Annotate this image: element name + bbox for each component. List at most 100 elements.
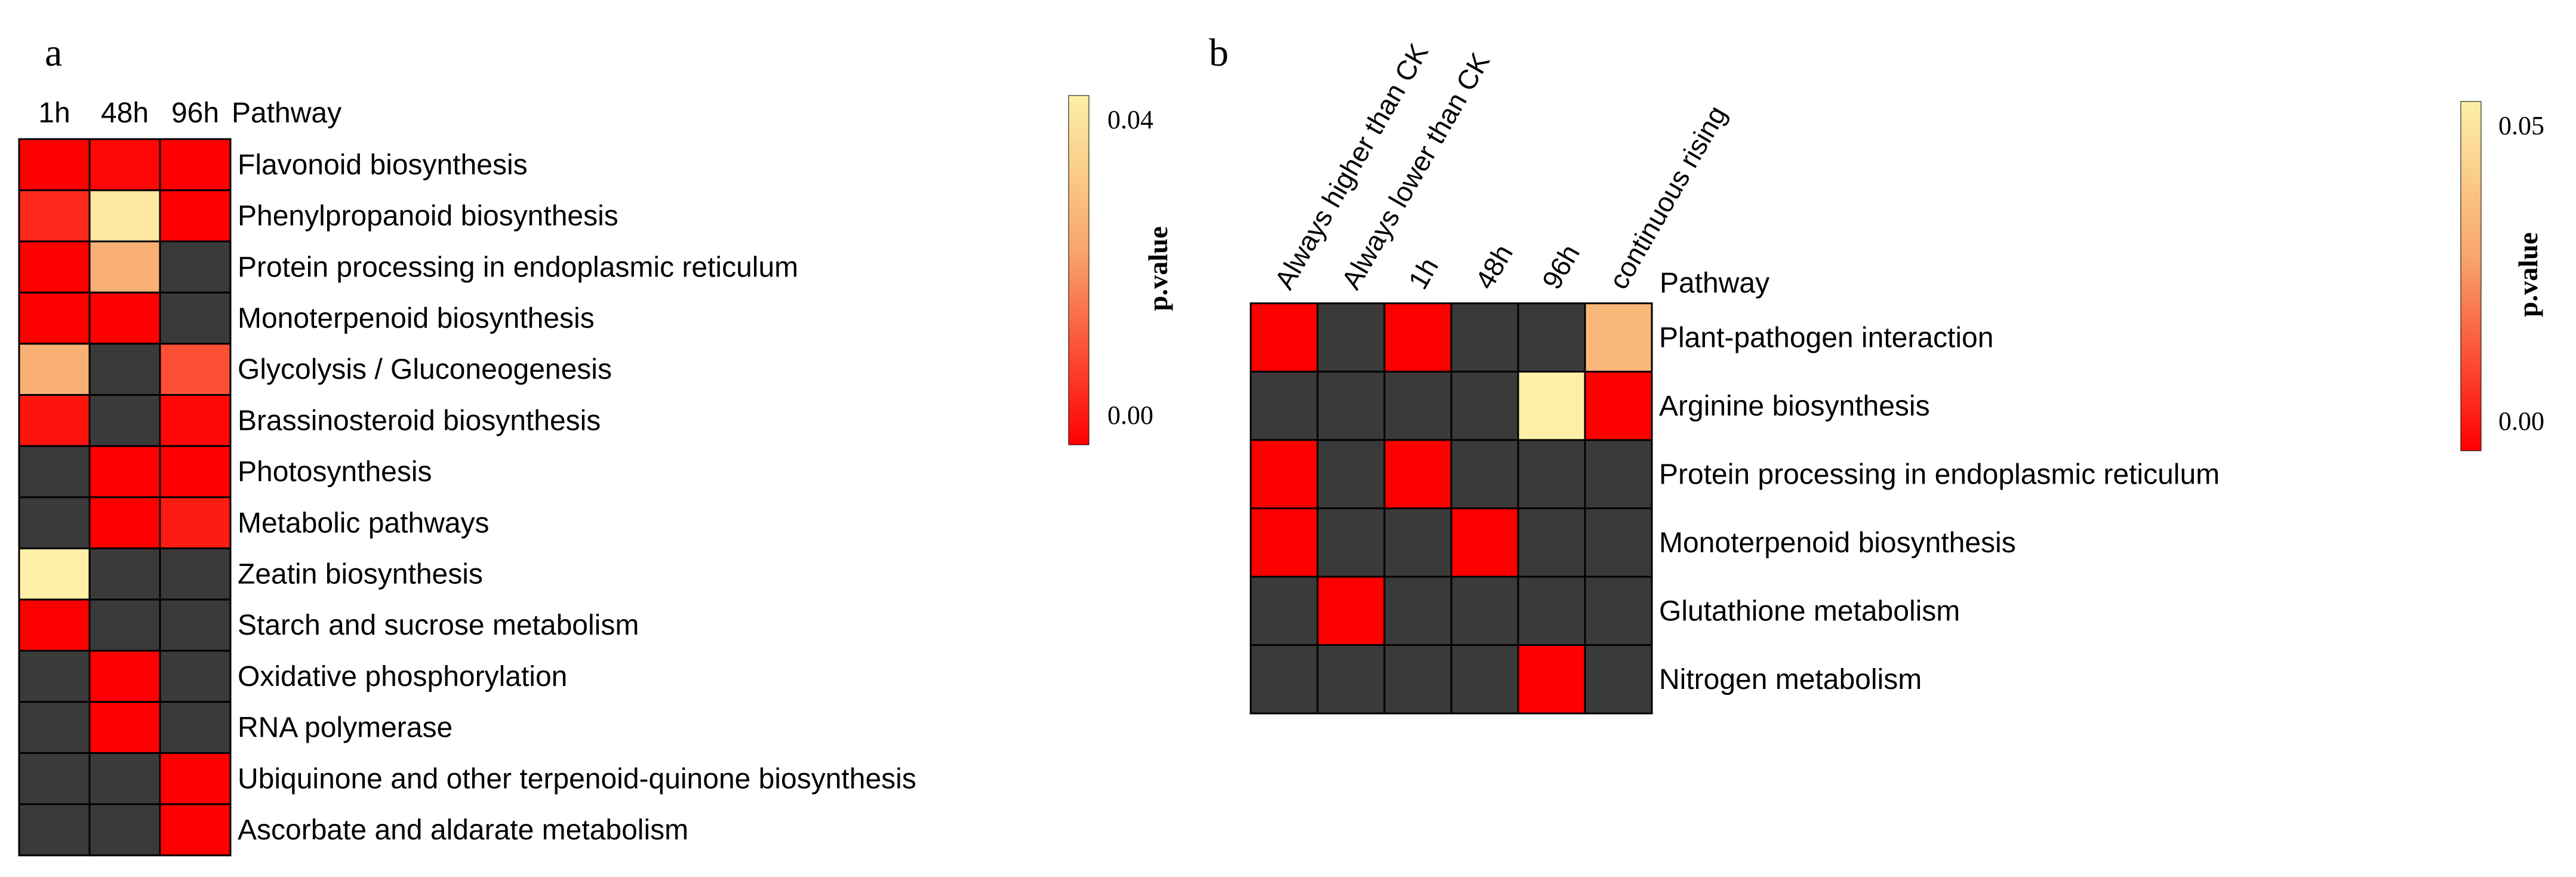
a-cell <box>18 445 91 498</box>
a-cell <box>159 138 232 192</box>
panel-a-colorbar-tick-top: 0.04 <box>1107 105 1153 134</box>
a-row-label: Photosynthesis <box>238 456 432 488</box>
b-cell <box>1517 644 1586 715</box>
b-cell <box>1316 371 1386 441</box>
panel-a-row-header: Pathway <box>232 97 341 129</box>
b-cell <box>1249 371 1319 441</box>
panel-b-colorbar: 0.05 0.00 p.value <box>2460 101 2544 451</box>
b-row-label: Nitrogen metabolism <box>1659 664 1922 696</box>
panel-a-row-labels: Flavonoid biosynthesis Phenylpropanoid bi… <box>238 149 916 846</box>
panel-a: a Pathway 1h 48h 96h Flavonoid biosynthesi… <box>18 31 1173 857</box>
a-cell <box>159 547 232 601</box>
a-row-label: RNA polymerase <box>238 712 453 744</box>
a-column-label: 48h <box>101 97 149 129</box>
a-cell <box>18 394 91 447</box>
b-row-label: Arginine biosynthesis <box>1659 390 1930 422</box>
a-row-label: Ubiquinone and other terpenoid-quinone b… <box>238 763 916 795</box>
a-column-label: 96h <box>171 97 219 129</box>
b-cell <box>1517 302 1586 373</box>
a-row-label: Brassinosteroid biosynthesis <box>238 405 601 436</box>
b-cell <box>1517 371 1586 441</box>
panel-a-colorbar-tick-bottom: 0.00 <box>1107 401 1153 430</box>
a-cell <box>88 701 161 754</box>
b-cell <box>1517 439 1586 509</box>
b-cell <box>1517 507 1586 578</box>
b-cell <box>1316 576 1386 646</box>
a-row-label: Monoterpenoid biosynthesis <box>238 303 595 334</box>
b-cell <box>1450 371 1519 441</box>
b-row-label: Plant-pathogen interaction <box>1659 322 1993 353</box>
a-row-label: Flavonoid biosynthesis <box>238 149 528 181</box>
a-cell <box>159 752 232 805</box>
a-cell <box>88 650 161 703</box>
panel-a-colorbar-label: p.value <box>1143 226 1173 311</box>
b-cell <box>1383 302 1452 373</box>
a-column-label: 1h <box>38 97 70 129</box>
a-row-label: Oxidative phosphorylation <box>238 661 567 693</box>
panel-b-colorbar-gradient <box>2460 101 2482 451</box>
panel-a-label: a <box>45 31 62 75</box>
a-cell <box>18 547 91 601</box>
panel-a-column-labels: 1h 48h 96h <box>38 97 219 129</box>
a-row-label: Starch and sucrose metabolism <box>238 610 639 641</box>
a-cell <box>159 291 232 345</box>
a-row-label: Glycolysis / Gluconeogenesis <box>238 354 612 386</box>
a-cell <box>88 803 161 857</box>
panel-a-colorbar: 0.04 0.00 p.value <box>1068 95 1173 445</box>
a-row-label: Protein processing in endoplasmic reticu… <box>238 251 798 283</box>
a-row-label: Zeatin biosynthesis <box>238 558 483 590</box>
b-column-label: 96h <box>1536 239 1586 294</box>
panel-b-colorbar-label: p.value <box>2513 232 2543 317</box>
b-cell <box>1249 576 1319 646</box>
a-cell <box>18 598 91 652</box>
b-row-label: Protein processing in endoplasmic reticu… <box>1659 458 2220 490</box>
b-cell <box>1383 576 1452 646</box>
a-cell <box>18 496 91 550</box>
a-cell <box>18 189 91 242</box>
panel-b-colorbar-tick-bottom: 0.00 <box>2498 407 2544 436</box>
a-cell <box>18 240 91 294</box>
a-cell <box>88 343 161 396</box>
b-cell <box>1383 371 1452 441</box>
a-cell <box>159 240 232 294</box>
a-cell <box>88 189 161 242</box>
b-cell <box>1584 507 1653 578</box>
b-cell <box>1316 302 1386 373</box>
panel-b-colorbar-tick-top: 0.05 <box>2498 111 2544 140</box>
b-cell <box>1383 439 1452 509</box>
b-column-label: 1h <box>1402 253 1445 294</box>
a-cell <box>159 496 232 550</box>
b-column-label: 48h <box>1469 239 1519 294</box>
a-cell <box>88 394 161 447</box>
a-cell <box>159 650 232 703</box>
a-cell <box>159 394 232 447</box>
b-cell <box>1517 576 1586 646</box>
a-cell <box>18 803 91 857</box>
panel-b-row-header: Pathway <box>1660 267 1769 299</box>
b-cell <box>1450 439 1519 509</box>
b-cell <box>1450 576 1519 646</box>
panel-b-row-labels: Plant-pathogen interaction Arginine biosy… <box>1659 322 2220 696</box>
a-cell <box>88 445 161 498</box>
a-cell <box>159 598 232 652</box>
panel-b-cells <box>1249 302 1653 715</box>
b-cell <box>1249 507 1319 578</box>
a-cell <box>18 291 91 345</box>
a-row-label: Ascorbate and aldarate metabolism <box>238 814 688 846</box>
a-cell <box>88 240 161 294</box>
a-row-label: Metabolic pathways <box>238 507 490 539</box>
b-cell <box>1584 371 1653 441</box>
b-cell <box>1584 302 1653 373</box>
b-cell <box>1584 644 1653 715</box>
a-cell <box>18 343 91 396</box>
panel-a-cells <box>18 138 232 857</box>
b-cell <box>1383 507 1452 578</box>
a-cell <box>159 701 232 754</box>
b-cell <box>1249 439 1319 509</box>
a-cell <box>88 752 161 805</box>
a-cell <box>88 291 161 345</box>
a-cell <box>159 343 232 396</box>
